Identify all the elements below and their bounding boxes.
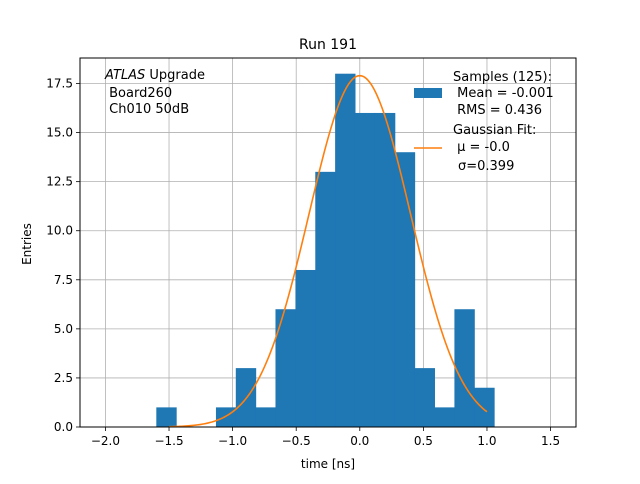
plot-frame: [79, 57, 577, 428]
x-tick-label: 0.0: [350, 434, 369, 448]
x-axis-label: time [ns]: [301, 457, 355, 471]
y-tick-label: 2.5: [54, 371, 73, 385]
histogram-bar: [156, 407, 177, 427]
histogram-bar: [354, 112, 376, 427]
y-tick-label: 7.5: [54, 273, 73, 287]
y-tick-label: 15.0: [46, 126, 73, 140]
x-tick-label: 0.5: [414, 434, 433, 448]
chart-title: Run 191: [299, 37, 357, 53]
histogram-bar: [315, 171, 336, 427]
annotation-line-3: Ch010 50dB: [105, 102, 189, 117]
bars: [156, 73, 495, 428]
y-tick-label: 0.0: [54, 420, 73, 434]
ticks: −2.0 −1.5 −1.0 −0.5 0.0 0.5 1.0 1.5 0.0 2.5 5.0 7.5…: [46, 77, 560, 448]
gaussian-fit-curve: [169, 74, 488, 428]
histogram-bar: [295, 269, 316, 427]
legend-fit-sigma: σ=0.399: [458, 159, 514, 174]
x-tick-label: −2.0: [91, 434, 120, 448]
histogram-bar: [374, 112, 396, 427]
y-tick-label: 10.0: [46, 224, 73, 238]
x-tick-label: −1.0: [218, 434, 247, 448]
histogram-bar: [434, 407, 455, 427]
x-tick-label: −1.5: [154, 434, 183, 448]
annotation-box: ATLAS Upgrade Board260 Ch010 50dB: [104, 68, 205, 117]
legend-hist-title: Samples (125):: [453, 70, 552, 85]
annotation-line-2: Board260: [105, 86, 172, 101]
y-axis-label: Entries: [20, 223, 34, 265]
legend: Samples (125): Mean = -0.001 RMS = 0.436…: [414, 70, 554, 174]
legend-hist-swatch: [414, 88, 442, 98]
y-tick-label: 5.0: [54, 322, 73, 336]
legend-hist-rms: RMS = 0.436: [453, 103, 542, 118]
legend-fit-mu: μ = -0.0: [453, 140, 510, 155]
annotation-line-1: ATLAS Upgrade: [104, 68, 205, 83]
histogram-bar: [454, 309, 475, 427]
y-tick-label: 17.5: [46, 77, 73, 91]
histogram-bar: [335, 73, 356, 428]
x-tick-label: 1.5: [541, 434, 560, 448]
legend-hist-mean: Mean = -0.001: [453, 86, 554, 101]
histogram-bar: [275, 309, 296, 427]
fit-curve-layer: [169, 74, 488, 428]
histogram-bar: [414, 368, 435, 427]
histogram-bar: [394, 152, 416, 427]
y-tick-label: 12.5: [46, 175, 73, 189]
annotation-suffix: Upgrade: [145, 68, 205, 83]
legend-fit-title: Gaussian Fit:: [453, 123, 536, 138]
annotation-experiment: ATLAS: [104, 68, 145, 83]
histogram-bar: [474, 387, 495, 427]
x-tick-label: −0.5: [282, 434, 311, 448]
histogram-bar: [255, 407, 277, 427]
x-tick-label: 1.0: [477, 434, 496, 448]
